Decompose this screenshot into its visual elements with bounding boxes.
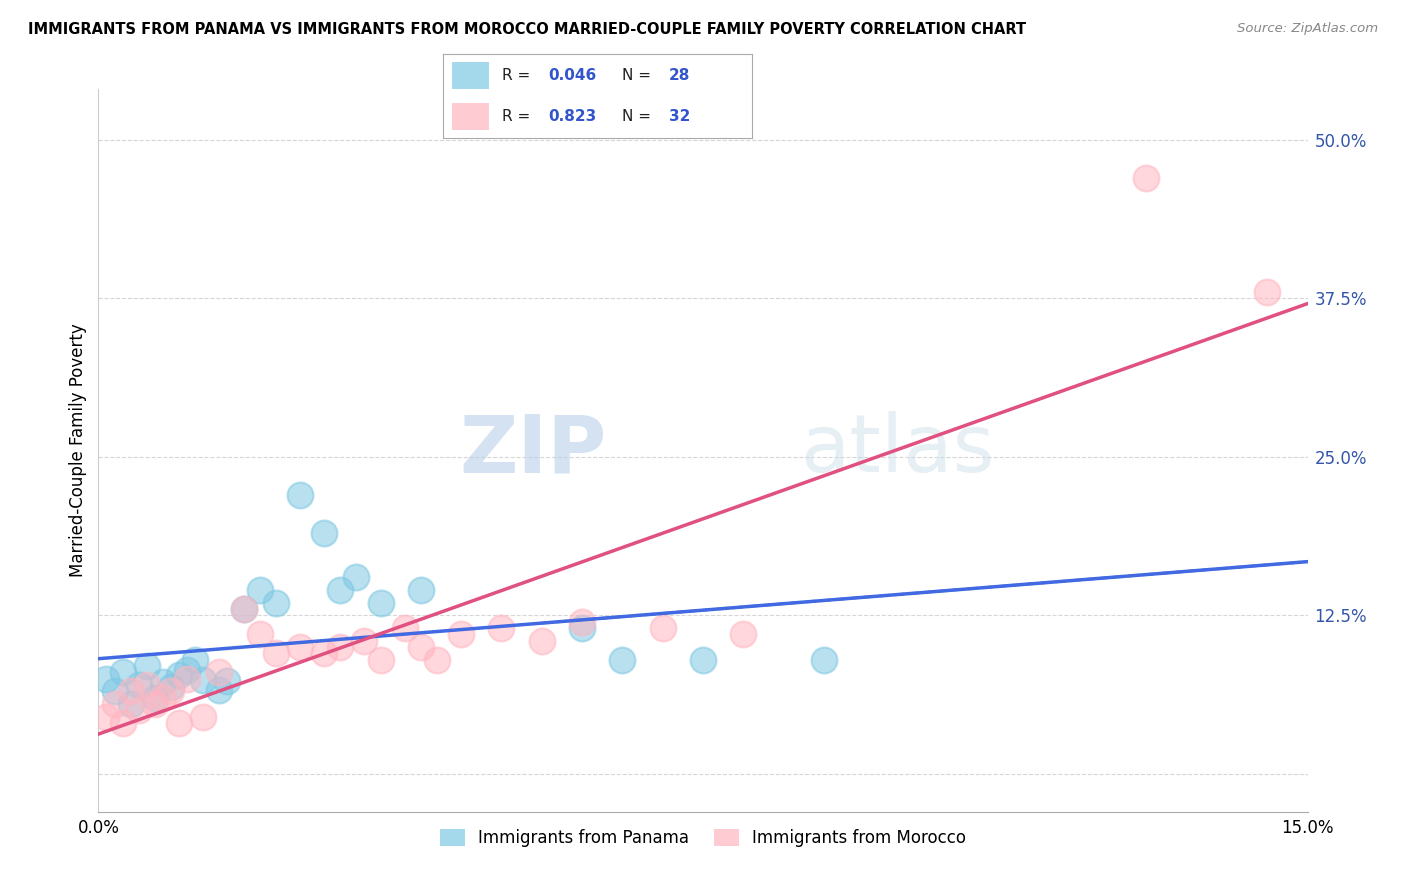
Point xyxy=(193,673,215,687)
Point xyxy=(208,665,231,680)
Point xyxy=(111,665,134,680)
Point xyxy=(344,570,367,584)
Point xyxy=(152,675,174,690)
Point xyxy=(249,627,271,641)
Text: ZIP: ZIP xyxy=(458,411,606,490)
Point xyxy=(288,488,311,502)
Point xyxy=(692,652,714,666)
Text: Source: ZipAtlas.com: Source: ZipAtlas.com xyxy=(1237,22,1378,36)
Point xyxy=(329,640,352,654)
Point xyxy=(314,646,336,660)
Text: 0.046: 0.046 xyxy=(548,68,596,83)
Point xyxy=(135,659,157,673)
Point xyxy=(128,678,150,692)
Point xyxy=(571,621,593,635)
Bar xyxy=(453,103,489,130)
Point xyxy=(813,652,835,666)
Point xyxy=(426,652,449,666)
Point xyxy=(249,582,271,597)
Point xyxy=(193,709,215,723)
Point xyxy=(491,621,513,635)
Point xyxy=(120,684,142,698)
Point xyxy=(264,596,287,610)
Point xyxy=(160,684,183,698)
Text: R =: R = xyxy=(502,68,534,83)
Point xyxy=(394,621,416,635)
Point xyxy=(143,690,166,705)
Point xyxy=(217,674,239,689)
Text: atlas: atlas xyxy=(800,411,994,490)
Point xyxy=(128,703,150,717)
Text: 28: 28 xyxy=(669,68,690,83)
Text: 32: 32 xyxy=(669,109,690,124)
Point xyxy=(370,652,392,666)
Point xyxy=(288,640,311,654)
Point xyxy=(733,627,755,641)
Point xyxy=(651,621,673,635)
Point xyxy=(232,602,254,616)
Point xyxy=(450,627,472,641)
Point xyxy=(96,709,118,723)
Text: 0.823: 0.823 xyxy=(548,109,596,124)
Point xyxy=(232,602,254,616)
Y-axis label: Married-Couple Family Poverty: Married-Couple Family Poverty xyxy=(69,324,87,577)
Point xyxy=(409,640,432,654)
Text: IMMIGRANTS FROM PANAMA VS IMMIGRANTS FROM MOROCCO MARRIED-COUPLE FAMILY POVERTY : IMMIGRANTS FROM PANAMA VS IMMIGRANTS FRO… xyxy=(28,22,1026,37)
Point xyxy=(176,663,198,677)
Point xyxy=(314,525,336,540)
Point xyxy=(264,646,287,660)
Bar xyxy=(453,62,489,89)
Legend: Immigrants from Panama, Immigrants from Morocco: Immigrants from Panama, Immigrants from … xyxy=(433,822,973,854)
Point xyxy=(353,633,375,648)
Text: R =: R = xyxy=(502,109,534,124)
Point xyxy=(103,684,125,698)
Point xyxy=(1135,170,1157,185)
Point xyxy=(111,716,134,731)
Point xyxy=(143,697,166,711)
Point xyxy=(370,596,392,610)
Point xyxy=(184,652,207,666)
Point xyxy=(612,652,634,666)
Point xyxy=(208,683,231,698)
Point xyxy=(530,633,553,648)
Point xyxy=(167,716,190,731)
Point xyxy=(160,681,183,695)
Point xyxy=(571,615,593,629)
Text: N =: N = xyxy=(623,68,657,83)
Point xyxy=(409,582,432,597)
Point xyxy=(329,582,352,597)
Point xyxy=(152,690,174,705)
Point xyxy=(1256,285,1278,299)
Point xyxy=(120,697,142,711)
Point xyxy=(96,672,118,686)
Point xyxy=(167,668,190,682)
Point xyxy=(135,678,157,692)
Point xyxy=(176,672,198,686)
Point xyxy=(103,697,125,711)
Text: N =: N = xyxy=(623,109,657,124)
